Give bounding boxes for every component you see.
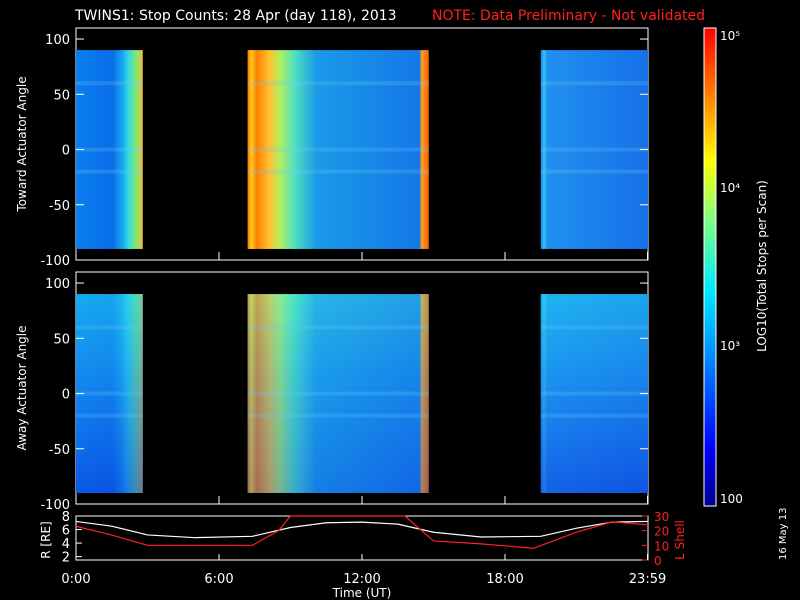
spectrogram-band <box>540 147 648 152</box>
xtick-label: 6:00 <box>204 572 233 587</box>
spectrogram-band <box>540 413 648 418</box>
ytick-label: 0 <box>62 388 70 403</box>
time-axis: 0:00 6:00 12:00 18:00 23:59 <box>61 252 666 587</box>
orbit-right-tick: 0 <box>654 554 662 568</box>
spectrogram-band <box>247 81 429 86</box>
spectrogram-band <box>76 169 143 174</box>
ytick-label: -100 <box>40 498 70 513</box>
colorbar <box>703 27 717 507</box>
orbit-right-tick: 20 <box>654 525 669 539</box>
time-axis-label: Time (UT) <box>332 586 392 600</box>
panel-toward-spectrogram <box>76 50 648 249</box>
orbit-left-tick: 2 <box>62 551 70 566</box>
date-stamp: 16 May 13 <box>778 508 789 560</box>
spectrogram-band <box>247 169 429 174</box>
colorbar-tick-bottom: 100 <box>720 492 743 506</box>
ytick-label: 100 <box>45 277 70 292</box>
panel-away-ylabel: Away Actuator Angle <box>15 325 29 450</box>
spectrogram-shade-2 <box>540 294 648 493</box>
ytick-label: 50 <box>53 88 70 103</box>
orbit-right-ylabel: L Shell <box>673 520 687 560</box>
panel-orbit-frame <box>75 515 649 561</box>
spectrogram-band <box>540 391 648 396</box>
ytick-label: -50 <box>49 443 70 458</box>
spectrogram-band <box>247 325 429 330</box>
spectrogram-band <box>76 413 143 418</box>
spectrogram-band <box>540 81 648 86</box>
orbit-right-tick: 30 <box>654 510 669 524</box>
panel-toward-yaxis: 100 50 0 -50 -100 <box>40 33 648 269</box>
spectrogram-band <box>247 147 429 152</box>
xtick-label: 0:00 <box>61 572 90 587</box>
colorbar-tick-mid1: 10⁴ <box>720 181 740 195</box>
ytick-label: 100 <box>45 33 70 48</box>
figure-title: TWINS1: Stop Counts: 28 Apr (day 118), 2… <box>74 8 397 24</box>
spectrogram-band <box>540 325 648 330</box>
preliminary-note: NOTE: Data Preliminary - Not validated <box>432 8 705 24</box>
spectrogram-band <box>76 391 143 396</box>
colorbar-tick-top: 10⁵ <box>720 29 740 43</box>
spectrogram-block-2 <box>540 50 648 249</box>
r-series-line <box>75 520 649 539</box>
orbit-left-tick: 6 <box>62 524 70 539</box>
spectrogram-band <box>76 147 143 152</box>
orbit-right-tick: 10 <box>654 539 669 553</box>
spectrogram-band <box>247 413 429 418</box>
xtick-label: 23:59 <box>629 572 666 587</box>
xtick-label: 12:00 <box>343 572 380 587</box>
orbit-left-tick: 4 <box>62 537 70 552</box>
orbit-left-ylabel: R [RE] <box>39 521 53 558</box>
spectrogram-band <box>540 169 648 174</box>
ytick-label: 50 <box>53 332 70 347</box>
l-shell-series-line <box>75 515 649 549</box>
orbit-left-tick: 8 <box>62 510 70 525</box>
ytick-label: -100 <box>40 254 70 269</box>
spectrogram-block-0 <box>76 50 143 249</box>
panel-away-spectrogram <box>76 294 648 493</box>
spectrogram-shade-1 <box>247 294 429 493</box>
ytick-label: 0 <box>62 144 70 159</box>
spectrogram-shade-0 <box>76 294 143 493</box>
spectrogram-block-1 <box>247 50 429 249</box>
spectrogram-band <box>247 391 429 396</box>
colorbar-label: LOG10(Total Stops per Scan) <box>755 180 769 352</box>
colorbar-tick-mid2: 10³ <box>720 339 740 353</box>
ytick-label: -50 <box>49 199 70 214</box>
spectrogram-band <box>76 325 143 330</box>
panel-toward-ylabel: Toward Actuator Angle <box>15 76 29 212</box>
panel-away-yaxis: 100 50 0 -50 -100 <box>40 277 648 513</box>
spectrogram-band <box>76 81 143 86</box>
xtick-label: 18:00 <box>486 572 523 587</box>
